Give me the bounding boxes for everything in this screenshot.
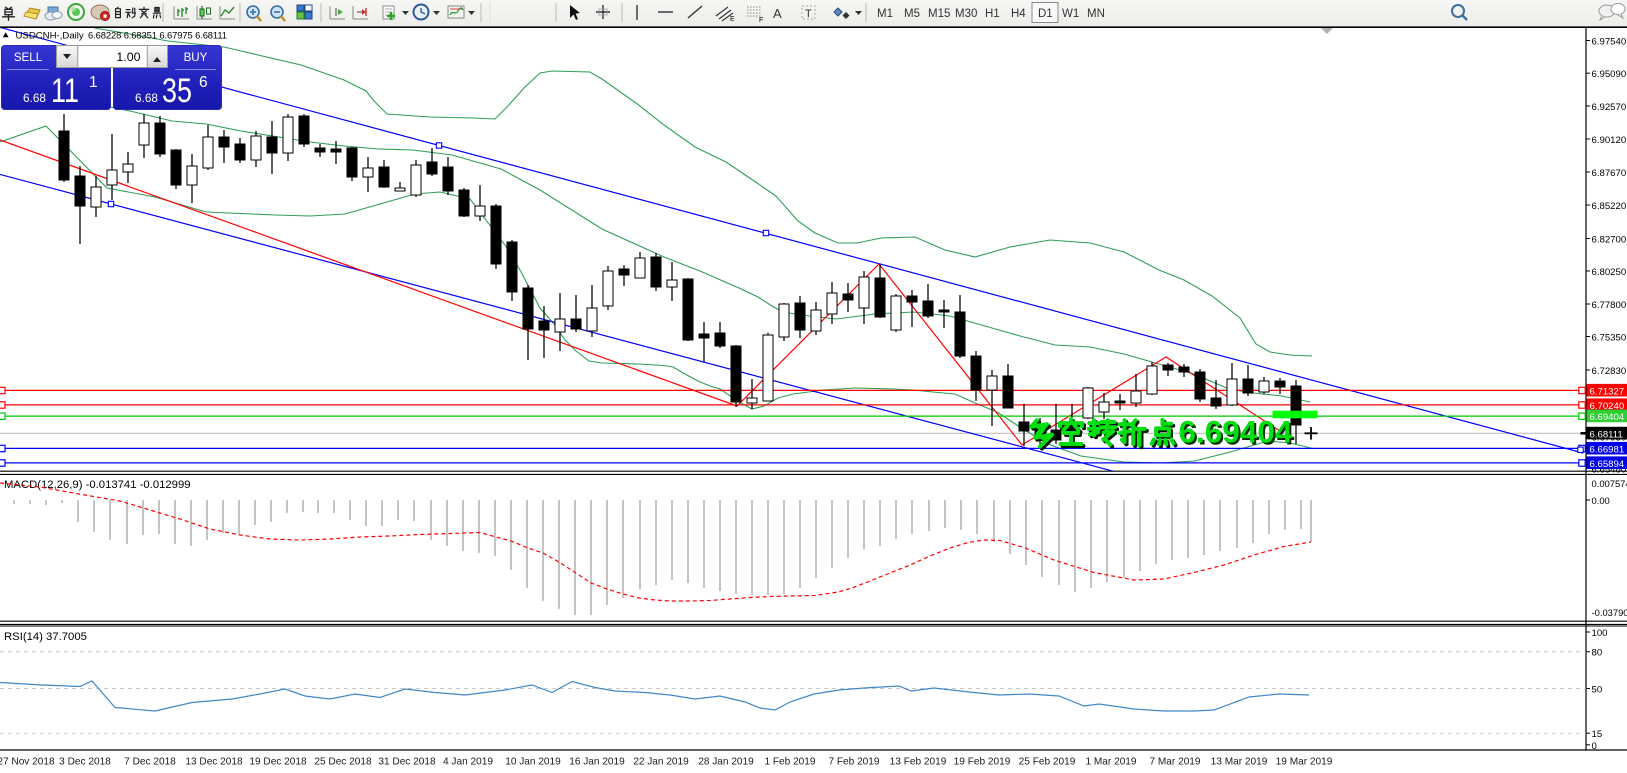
svg-text:6.68228 6.68351 6.67975 6.6811: 6.68228 6.68351 6.67975 6.68111 [88,30,227,41]
svg-text:6.90120: 6.90120 [1592,135,1627,146]
svg-text:31 Dec 2018: 31 Dec 2018 [378,757,436,768]
svg-text:1 Feb 2019: 1 Feb 2019 [764,757,815,768]
svg-text:27 Nov 2018: 27 Nov 2018 [0,757,55,768]
svg-text:16 Jan 2019: 16 Jan 2019 [569,757,625,768]
svg-text:6.68111: 6.68111 [1590,429,1623,440]
svg-text:W1: W1 [1062,8,1079,20]
svg-text:6.92570: 6.92570 [1592,102,1627,113]
svg-text:6.72830: 6.72830 [1592,366,1627,377]
svg-text:T: T [805,8,812,20]
svg-text:6.85220: 6.85220 [1592,201,1627,212]
svg-text:6.75350: 6.75350 [1592,332,1627,343]
svg-text:6.77800: 6.77800 [1592,300,1627,311]
svg-text:4 Jan 2019: 4 Jan 2019 [443,757,493,768]
svg-text:15: 15 [1592,729,1603,740]
svg-text:-0.03790: -0.03790 [1592,607,1627,618]
svg-text:M5: M5 [904,8,920,20]
svg-text:0: 0 [1592,741,1597,752]
svg-text:19 Mar 2019: 19 Mar 2019 [1276,757,1333,768]
svg-text:25 Dec 2018: 25 Dec 2018 [314,757,372,768]
svg-text:6.69404: 6.69404 [1181,415,1295,451]
svg-text:13 Feb 2019: 13 Feb 2019 [890,757,947,768]
svg-text:6.70240: 6.70240 [1590,401,1625,412]
svg-text:80: 80 [1592,648,1603,659]
svg-text:D1: D1 [1038,8,1053,20]
svg-text:3 Dec 2018: 3 Dec 2018 [59,757,111,768]
svg-text:10 Jan 2019: 10 Jan 2019 [505,757,561,768]
svg-text:H1: H1 [985,8,1000,20]
svg-text:USDCNH-,Daily: USDCNH-,Daily [16,31,84,42]
svg-text:13 Dec 2018: 13 Dec 2018 [185,757,243,768]
svg-text:6.66981: 6.66981 [1590,444,1625,455]
svg-text:1 Mar 2019: 1 Mar 2019 [1085,757,1136,768]
svg-text:6.87670: 6.87670 [1592,168,1627,179]
svg-text:100: 100 [1592,628,1608,639]
svg-text:MACD(12,26,9) -0.013741 -0.012: MACD(12,26,9) -0.013741 -0.012999 [4,479,191,491]
svg-text:7 Mar 2019: 7 Mar 2019 [1149,757,1200,768]
svg-text:M1: M1 [877,8,893,20]
svg-text:RSI(14) 37.7005: RSI(14) 37.7005 [4,631,87,643]
svg-text:6.65894: 6.65894 [1590,459,1625,470]
svg-text:22 Jan 2019: 22 Jan 2019 [633,757,689,768]
svg-text:6.95090: 6.95090 [1592,69,1627,80]
svg-text:6.69404: 6.69404 [1590,412,1625,423]
svg-text:6.69404: 6.69404 [1179,413,1293,449]
svg-text:19 Dec 2018: 19 Dec 2018 [249,757,307,768]
svg-text:0.00: 0.00 [1592,495,1610,506]
svg-text:6.82700: 6.82700 [1592,234,1627,245]
svg-text:25 Feb 2019: 25 Feb 2019 [1019,757,1076,768]
svg-text:50: 50 [1592,685,1603,696]
svg-text:19 Feb 2019: 19 Feb 2019 [954,757,1011,768]
svg-text:6.80250: 6.80250 [1592,267,1627,278]
svg-text:H4: H4 [1011,8,1026,20]
svg-text:M30: M30 [955,8,977,20]
svg-text:7 Feb 2019: 7 Feb 2019 [828,757,879,768]
svg-text:7 Dec 2018: 7 Dec 2018 [124,757,176,768]
svg-text:6.65480: 6.65480 [1592,464,1627,475]
svg-text:6.71327: 6.71327 [1590,386,1625,397]
svg-text:6.97540: 6.97540 [1592,36,1627,47]
svg-text:F: F [759,17,763,24]
svg-text:0.007574: 0.007574 [1592,478,1627,489]
svg-text:28 Jan 2019: 28 Jan 2019 [698,757,754,768]
svg-text:M15: M15 [928,8,950,20]
svg-text:MN: MN [1087,8,1105,20]
svg-text:E: E [730,16,735,23]
svg-text:A: A [773,6,782,21]
svg-text:13 Mar 2019: 13 Mar 2019 [1211,757,1268,768]
